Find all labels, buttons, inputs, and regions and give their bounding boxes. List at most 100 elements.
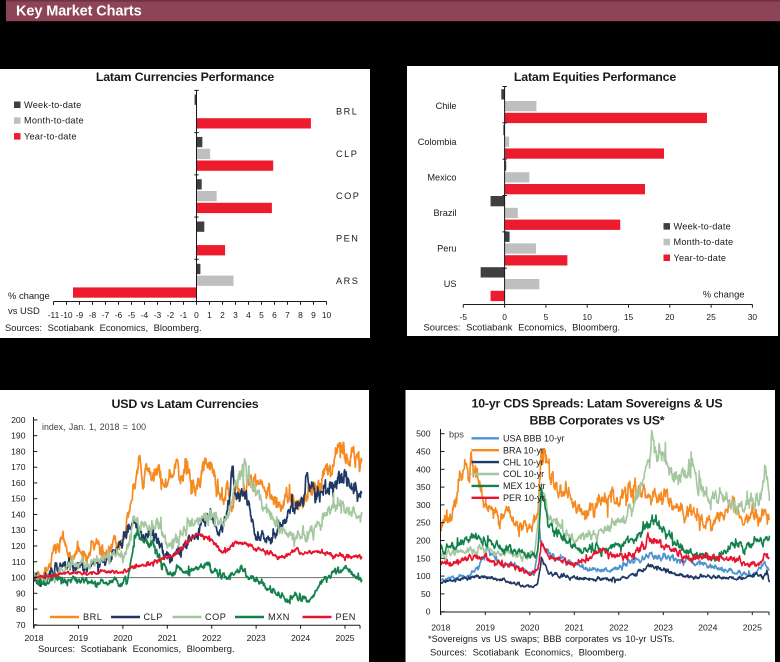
svg-text:index, Jan. 1, 2018 = 100: index, Jan. 1, 2018 = 100 <box>42 422 146 432</box>
svg-text:2023: 2023 <box>654 623 673 633</box>
svg-text:2024: 2024 <box>698 623 717 633</box>
svg-text:5: 5 <box>544 312 549 322</box>
svg-text:110: 110 <box>12 557 26 567</box>
svg-text:80: 80 <box>16 604 26 614</box>
svg-text:2018: 2018 <box>431 623 450 633</box>
svg-text:9: 9 <box>311 310 316 320</box>
svg-text:Mexico: Mexico <box>427 172 456 182</box>
svg-text:Sources: Scotiabank Economics,: Sources: Scotiabank Economics, Bloomberg… <box>5 322 202 333</box>
svg-text:Latam Equities Performance: Latam Equities Performance <box>514 70 676 84</box>
svg-text:90: 90 <box>16 588 26 598</box>
svg-text:8: 8 <box>298 310 303 320</box>
svg-text:Colombia: Colombia <box>418 137 458 147</box>
svg-text:450: 450 <box>416 447 431 457</box>
svg-text:20: 20 <box>665 312 675 322</box>
svg-text:0: 0 <box>426 607 431 617</box>
svg-text:Year-to-date: Year-to-date <box>674 253 727 263</box>
svg-text:Peru: Peru <box>437 244 456 254</box>
svg-text:2025: 2025 <box>743 623 762 633</box>
svg-text:200: 200 <box>11 415 26 425</box>
svg-text:MXN: MXN <box>268 612 290 622</box>
svg-text:2022: 2022 <box>202 633 221 643</box>
svg-text:US: US <box>444 279 457 289</box>
svg-text:BRL: BRL <box>83 612 102 622</box>
svg-text:130: 130 <box>11 525 26 535</box>
svg-text:-5: -5 <box>128 310 136 320</box>
svg-text:120: 120 <box>11 541 26 551</box>
svg-text:0: 0 <box>194 310 199 320</box>
svg-text:170: 170 <box>11 462 26 472</box>
svg-text:200: 200 <box>416 536 431 546</box>
svg-text:7: 7 <box>285 310 290 320</box>
svg-text:190: 190 <box>11 431 26 441</box>
svg-text:Month-to-date: Month-to-date <box>24 116 84 126</box>
svg-text:2018: 2018 <box>24 633 43 643</box>
svg-text:Chile: Chile <box>436 101 457 111</box>
svg-text:-7: -7 <box>102 310 110 320</box>
svg-text:180: 180 <box>11 446 26 456</box>
svg-text:Sources: Scotiabank Economics,: Sources: Scotiabank Economics, Bloomberg… <box>38 643 235 654</box>
svg-text:bps: bps <box>449 430 464 440</box>
svg-text:USA BBB 10-yr: USA BBB 10-yr <box>503 434 565 444</box>
svg-text:CHL 10-yr: CHL 10-yr <box>503 457 544 467</box>
svg-text:10: 10 <box>583 312 593 322</box>
svg-text:-8: -8 <box>89 310 97 320</box>
svg-text:25: 25 <box>706 312 716 322</box>
svg-text:% change: % change <box>8 290 50 301</box>
svg-text:% change: % change <box>703 289 745 300</box>
svg-text:15: 15 <box>624 312 634 322</box>
svg-text:-10: -10 <box>60 310 72 320</box>
svg-text:160: 160 <box>11 478 26 488</box>
svg-text:*Sovereigns vs US swaps; BBB c: *Sovereigns vs US swaps; BBB corporates … <box>428 634 675 644</box>
svg-text:5: 5 <box>259 310 264 320</box>
svg-text:2023: 2023 <box>247 633 266 643</box>
svg-text:ARS: ARS <box>336 276 359 286</box>
svg-text:CLP: CLP <box>144 612 163 622</box>
svg-text:PEN: PEN <box>336 234 359 244</box>
svg-text:350: 350 <box>416 482 431 492</box>
svg-text:300: 300 <box>416 500 431 510</box>
svg-text:BRL: BRL <box>336 107 358 117</box>
svg-text:PEN: PEN <box>336 612 356 622</box>
svg-text:2021: 2021 <box>565 623 584 633</box>
svg-text:USD vs Latam Currencies: USD vs Latam Currencies <box>112 397 259 411</box>
svg-text:Key Market Charts: Key Market Charts <box>16 3 142 19</box>
svg-text:3: 3 <box>233 310 238 320</box>
svg-text:vs USD: vs USD <box>8 305 40 316</box>
svg-text:-5: -5 <box>460 312 468 322</box>
svg-text:Latam Currencies Performance: Latam Currencies Performance <box>96 70 275 84</box>
svg-text:4: 4 <box>246 310 251 320</box>
svg-text:-2: -2 <box>167 310 175 320</box>
svg-text:-3: -3 <box>154 310 162 320</box>
svg-text:6: 6 <box>272 310 277 320</box>
svg-text:500: 500 <box>416 429 431 439</box>
svg-text:MEX 10-yr: MEX 10-yr <box>503 481 546 491</box>
svg-text:CLP: CLP <box>336 149 358 159</box>
svg-text:0: 0 <box>502 312 507 322</box>
svg-text:Month-to-date: Month-to-date <box>674 237 734 247</box>
svg-text:400: 400 <box>416 464 431 474</box>
svg-text:70: 70 <box>16 620 26 630</box>
svg-text:Sources: Scotiabank Economics,: Sources: Scotiabank Economics, Bloomberg… <box>430 647 627 658</box>
svg-text:2019: 2019 <box>69 633 88 643</box>
svg-text:150: 150 <box>416 553 431 563</box>
svg-text:250: 250 <box>416 518 431 528</box>
svg-text:2024: 2024 <box>291 633 310 643</box>
svg-text:2: 2 <box>220 310 225 320</box>
svg-text:30: 30 <box>748 312 758 322</box>
svg-text:50: 50 <box>421 589 431 599</box>
svg-text:100: 100 <box>416 571 431 581</box>
svg-text:10: 10 <box>322 310 332 320</box>
svg-text:-4: -4 <box>141 310 149 320</box>
svg-text:Brazil: Brazil <box>434 208 457 218</box>
svg-text:-1: -1 <box>180 310 188 320</box>
svg-text:PER 10-yr: PER 10-yr <box>503 493 545 503</box>
svg-text:2025: 2025 <box>335 633 354 643</box>
svg-text:2022: 2022 <box>609 623 628 633</box>
svg-text:100: 100 <box>11 573 26 583</box>
svg-text:COP: COP <box>336 191 360 201</box>
svg-text:150: 150 <box>11 494 26 504</box>
svg-text:Year-to-date: Year-to-date <box>24 132 77 142</box>
svg-text:2019: 2019 <box>476 623 495 633</box>
svg-text:-11: -11 <box>48 310 60 320</box>
